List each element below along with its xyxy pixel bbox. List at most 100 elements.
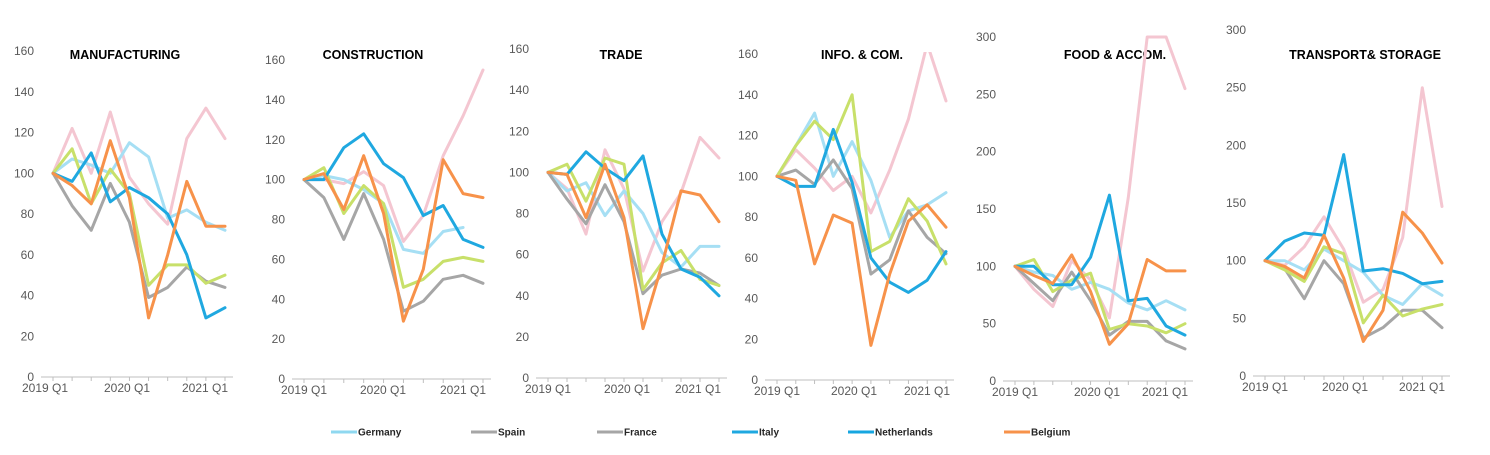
series-line-6 [1013,253,1187,346]
y-tick-label: 100 [738,169,758,183]
y-tick-label: 0 [1239,369,1246,383]
y-tick-label: 20 [745,332,759,346]
series-line-6 [51,139,227,320]
x-tick-label: 2019 Q1 [281,383,327,397]
series-line-1 [302,68,485,243]
series-line-5 [51,151,227,320]
y-tick-label: 60 [745,251,759,265]
series-line-4 [1263,245,1444,325]
series-line-2 [51,141,227,232]
chart-panel-6: TRANSPORT& STORAGE 0 50 100 150 200 250 300 2019… [1226,23,1450,394]
y-tick-label: 150 [1226,196,1246,210]
series-line-6 [302,154,485,323]
chart-panel-3: TRADE 0 20 40 60 80 100 120 140 160 2019 Q1 2020 Q1… [509,42,727,396]
y-tick-label: 140 [14,85,34,99]
y-tick-label: 80 [272,213,286,227]
y-tick-label: 150 [976,202,996,216]
y-tick-label: 60 [516,248,530,262]
series-line-5 [1013,193,1187,337]
series-line-4 [546,156,721,292]
series-line-2 [1263,247,1444,306]
y-tick-label: 50 [983,317,997,331]
x-tick-label: 2021 Q1 [182,381,228,395]
legend-item: Netherlands [848,428,933,439]
y-tick-label: 100 [265,173,285,187]
panel-title: FOOD & ACCOM. [1064,48,1166,62]
y-tick-label: 120 [14,126,34,140]
panel-title: MANUFACTURING [70,48,180,62]
y-tick-label: 0 [278,372,285,386]
y-tick-label: 80 [21,207,35,221]
x-tick-label: 2021 Q1 [440,383,486,397]
series-line-1 [1263,86,1444,304]
chart-panel-1: MANUFACTURING 0 20 40 60 80 100 120 140 160 2019 Q… [14,44,233,395]
y-tick-label: 20 [21,329,35,343]
x-tick-label: 2020 Q1 [1322,380,1368,394]
y-tick-label: 60 [21,248,35,262]
y-tick-label: 80 [745,210,759,224]
legend-label: Italy [759,428,779,439]
y-tick-label: 160 [265,53,285,67]
panel-title: INFO. & COM. [821,48,903,62]
series-line-6 [546,162,721,331]
y-tick-label: 0 [27,370,34,384]
x-tick-label: 2019 Q1 [22,381,68,395]
x-tick-label: 2021 Q1 [675,382,721,396]
x-tick-label: 2019 Q1 [1242,380,1288,394]
y-tick-label: 250 [1226,81,1246,95]
panel-title: TRADE [599,48,642,62]
x-tick-label: 2019 Q1 [992,385,1038,399]
y-tick-label: 160 [14,44,34,58]
x-tick-label: 2021 Q1 [1142,385,1188,399]
x-tick-label: 2019 Q1 [754,384,800,398]
y-tick-label: 100 [1226,254,1246,268]
y-tick-label: 20 [516,330,530,344]
x-tick-label: 2020 Q1 [360,383,406,397]
legend-label: Netherlands [875,428,933,439]
y-tick-label: 140 [265,93,285,107]
legend-item: Belgium [1004,428,1071,439]
x-tick-label: 2020 Q1 [604,382,650,396]
legend-item: Italy [732,428,779,439]
series-line-4 [775,93,948,266]
series-line-6 [1263,210,1444,343]
y-tick-label: 50 [1233,311,1247,325]
legend: Germany Spain France Italy Netherlands Belgiu… [331,428,1071,439]
y-tick-label: 100 [509,165,529,179]
y-tick-label: 80 [516,207,530,221]
x-tick-label: 2020 Q1 [831,384,877,398]
legend-label: France [624,428,657,439]
series-line-1 [775,52,948,215]
legend-label: Belgium [1031,428,1071,439]
y-tick-label: 40 [272,292,286,306]
legend-item: Spain [471,428,525,439]
chart-panel-5: FOOD & ACCOM. 0 50 100 150 200 250 300 2019 Q1 20… [976,30,1193,399]
y-tick-label: 120 [509,124,529,138]
y-tick-label: 40 [745,292,759,306]
y-tick-label: 0 [989,374,996,388]
y-tick-label: 200 [976,145,996,159]
y-tick-label: 120 [265,133,285,147]
y-tick-label: 40 [516,289,530,303]
y-tick-label: 250 [976,87,996,101]
series-line-5 [775,127,948,294]
y-tick-label: 40 [21,289,35,303]
series-line-2 [546,170,721,269]
y-tick-label: 140 [509,83,529,97]
x-tick-label: 2019 Q1 [525,382,571,396]
chart-panel-2: CONSTRUCTION 0 20 40 60 80 100 120 140 160 2019 Q1… [265,48,491,397]
legend-item: France [597,428,657,439]
y-tick-label: 0 [522,371,529,385]
legend-label: Spain [498,428,525,439]
y-tick-label: 100 [14,166,34,180]
y-tick-label: 300 [1226,23,1246,37]
series-line-1 [51,106,227,226]
series-line-6 [775,174,948,347]
series-line-1 [1013,35,1187,320]
y-tick-label: 100 [976,259,996,273]
series-line-5 [302,132,485,249]
series-line-3 [775,158,948,276]
x-tick-label: 2021 Q1 [904,384,950,398]
series-line-5 [546,150,721,298]
